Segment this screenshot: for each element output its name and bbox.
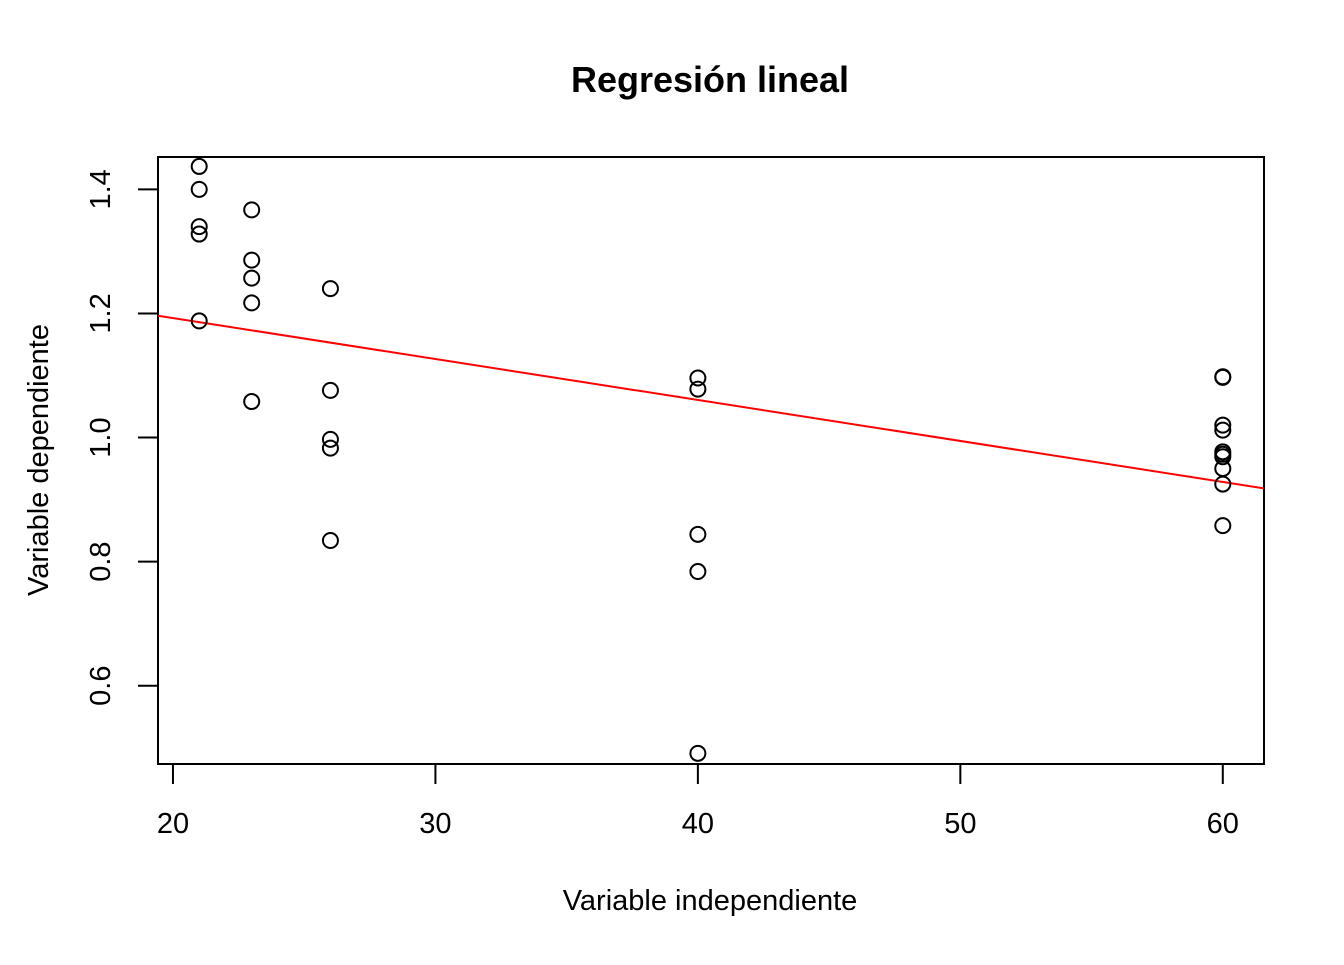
x-axis-label: Variable independiente xyxy=(563,885,858,917)
x-axis: 20 30 40 50 60 xyxy=(157,763,1239,840)
data-point xyxy=(1214,416,1232,434)
data-point xyxy=(190,180,208,198)
x-tick-label: 20 xyxy=(157,808,189,840)
data-point xyxy=(1214,475,1232,493)
y-tick-label: 1.4 xyxy=(85,169,117,209)
y-axis: 0.6 0.8 1.0 1.2 1.4 xyxy=(85,169,159,706)
data-point xyxy=(321,430,339,448)
data-point xyxy=(1214,368,1232,386)
data-point xyxy=(243,393,261,411)
data-point xyxy=(689,525,707,543)
regression-line xyxy=(158,314,1264,490)
data-point xyxy=(321,280,339,298)
regression-layer xyxy=(158,314,1264,490)
data-points xyxy=(190,157,1232,762)
x-tick-label: 60 xyxy=(1207,808,1239,840)
data-point xyxy=(243,294,261,312)
data-point xyxy=(1214,421,1232,439)
chart-title: Regresión lineal xyxy=(571,59,849,100)
y-axis-label: Variable dependiente xyxy=(23,324,55,596)
x-tick-label: 40 xyxy=(682,808,714,840)
data-point xyxy=(243,269,261,287)
x-tick-label: 30 xyxy=(419,808,451,840)
data-point xyxy=(190,218,208,236)
data-point xyxy=(190,225,208,243)
data-point xyxy=(689,744,707,762)
data-point xyxy=(321,532,339,550)
y-tick-label: 1.0 xyxy=(85,417,117,457)
data-point xyxy=(689,563,707,581)
data-point xyxy=(321,439,339,457)
data-point xyxy=(1214,517,1232,535)
data-point xyxy=(190,157,208,175)
x-tick-label: 50 xyxy=(944,808,976,840)
data-point xyxy=(689,369,707,387)
y-tick-label: 1.2 xyxy=(85,293,117,333)
data-point xyxy=(243,251,261,269)
data-point xyxy=(321,381,339,399)
data-point xyxy=(243,201,261,219)
plot-frame xyxy=(157,156,1265,765)
y-tick-label: 0.8 xyxy=(85,541,117,581)
data-point xyxy=(190,312,208,330)
data-point xyxy=(689,380,707,398)
y-tick-label: 0.6 xyxy=(85,666,117,706)
data-point xyxy=(1214,448,1232,466)
